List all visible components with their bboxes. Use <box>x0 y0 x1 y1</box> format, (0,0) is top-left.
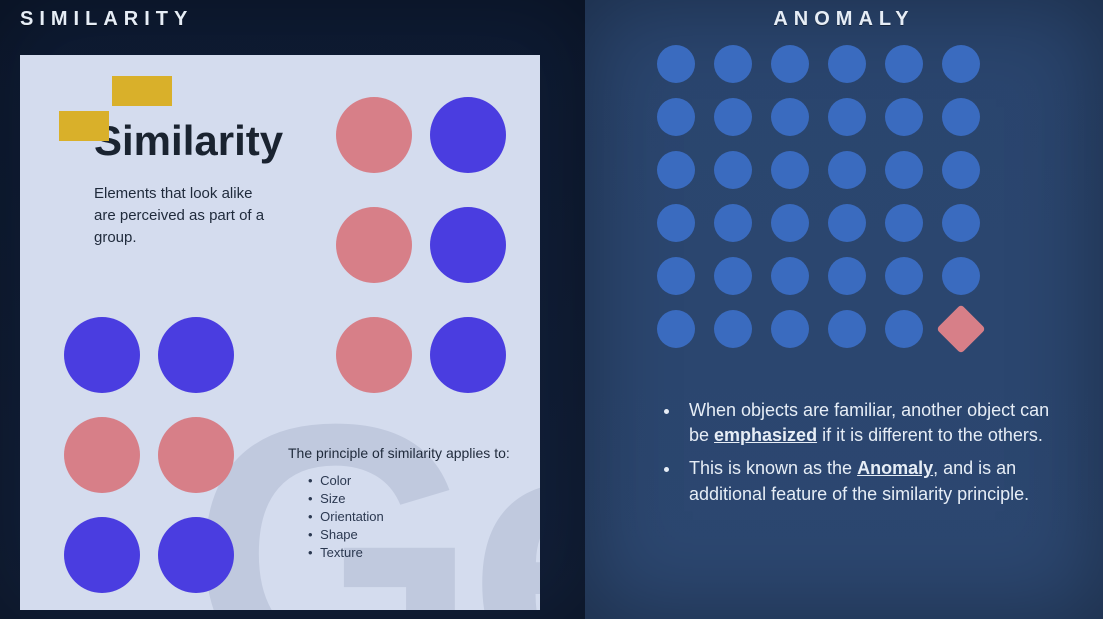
anomaly-grid-circle <box>714 310 752 348</box>
similarity-circle <box>158 317 234 393</box>
anomaly-grid-circle <box>657 310 695 348</box>
right-panel: ANOMALY When objects are familiar, anoth… <box>585 0 1103 619</box>
applies-heading: The principle of similarity applies to: <box>288 445 510 461</box>
anomaly-grid-circle <box>942 151 980 189</box>
applies-list: Color Size Orientation Shape Texture <box>308 473 384 563</box>
applies-list-item: Shape <box>308 527 384 542</box>
similarity-circle <box>64 517 140 593</box>
anomaly-grid-circle <box>657 98 695 136</box>
applies-list-item: Size <box>308 491 384 506</box>
anomaly-text: When objects are familiar, another objec… <box>657 398 1067 515</box>
anomaly-grid-circle <box>885 257 923 295</box>
anomaly-diamond <box>936 304 985 353</box>
yellow-accent-block <box>59 111 109 141</box>
anomaly-emphasized-term: Anomaly <box>857 458 933 478</box>
anomaly-grid-circle <box>657 45 695 83</box>
anomaly-grid-row <box>657 45 980 83</box>
anomaly-grid-circle <box>771 204 809 242</box>
anomaly-grid-row <box>657 98 980 136</box>
card-inner: Similarity Elements that look alike are … <box>20 55 540 610</box>
anomaly-grid-circle <box>771 45 809 83</box>
anomaly-grid-circle <box>828 310 866 348</box>
anomaly-grid-circle <box>828 204 866 242</box>
similarity-circle <box>430 207 506 283</box>
anomaly-bullet: This is known as the Anomaly, and is an … <box>681 456 1067 506</box>
anomaly-grid-circle <box>714 204 752 242</box>
slide-container: SIMILARITY Ge Similarity Elements that l… <box>0 0 1103 619</box>
applies-list-item: Orientation <box>308 509 384 524</box>
anomaly-grid-circle <box>714 257 752 295</box>
anomaly-grid-circle <box>885 98 923 136</box>
anomaly-grid-circle <box>657 257 695 295</box>
anomaly-bullet-list: When objects are familiar, another objec… <box>657 398 1067 507</box>
left-panel: SIMILARITY Ge Similarity Elements that l… <box>0 0 585 619</box>
similarity-card: Ge Similarity Elements that look alike a… <box>20 55 540 610</box>
anomaly-grid-circle <box>828 151 866 189</box>
anomaly-grid-circle <box>885 45 923 83</box>
anomaly-grid-circle <box>771 257 809 295</box>
similarity-circle <box>64 317 140 393</box>
anomaly-grid-circle <box>771 310 809 348</box>
anomaly-emphasized-term: emphasized <box>714 425 817 445</box>
anomaly-grid-circle <box>657 151 695 189</box>
anomaly-grid-circle <box>885 151 923 189</box>
anomaly-grid-circle <box>714 45 752 83</box>
yellow-accent-block <box>112 76 172 106</box>
anomaly-grid-row <box>657 204 980 242</box>
applies-list-item: Color <box>308 473 384 488</box>
anomaly-grid-circle <box>771 151 809 189</box>
similarity-circle <box>64 417 140 493</box>
anomaly-bullet: When objects are familiar, another objec… <box>681 398 1067 448</box>
anomaly-grid-circle <box>828 98 866 136</box>
anomaly-grid <box>657 45 980 363</box>
applies-list-item: Texture <box>308 545 384 560</box>
similarity-circle <box>336 97 412 173</box>
anomaly-grid-circle <box>714 151 752 189</box>
anomaly-grid-row <box>657 257 980 295</box>
anomaly-grid-row <box>657 151 980 189</box>
anomaly-grid-circle <box>885 204 923 242</box>
similarity-circle <box>336 317 412 393</box>
anomaly-grid-circle <box>657 204 695 242</box>
anomaly-grid-circle <box>942 204 980 242</box>
anomaly-heading: ANOMALY <box>585 8 1103 31</box>
similarity-circle <box>430 317 506 393</box>
anomaly-grid-circle <box>771 98 809 136</box>
anomaly-grid-circle <box>942 45 980 83</box>
similarity-circle <box>430 97 506 173</box>
similarity-circle <box>158 417 234 493</box>
anomaly-grid-circle <box>942 98 980 136</box>
anomaly-grid-row <box>657 310 980 348</box>
similarity-circle <box>336 207 412 283</box>
anomaly-grid-circle <box>885 310 923 348</box>
anomaly-grid-circle <box>828 45 866 83</box>
card-title: Similarity <box>94 117 283 165</box>
anomaly-grid-circle <box>714 98 752 136</box>
card-description: Elements that look alike are perceived a… <box>94 183 274 248</box>
anomaly-grid-circle <box>828 257 866 295</box>
similarity-circle <box>158 517 234 593</box>
anomaly-grid-circle <box>942 257 980 295</box>
similarity-heading: SIMILARITY <box>0 8 585 31</box>
